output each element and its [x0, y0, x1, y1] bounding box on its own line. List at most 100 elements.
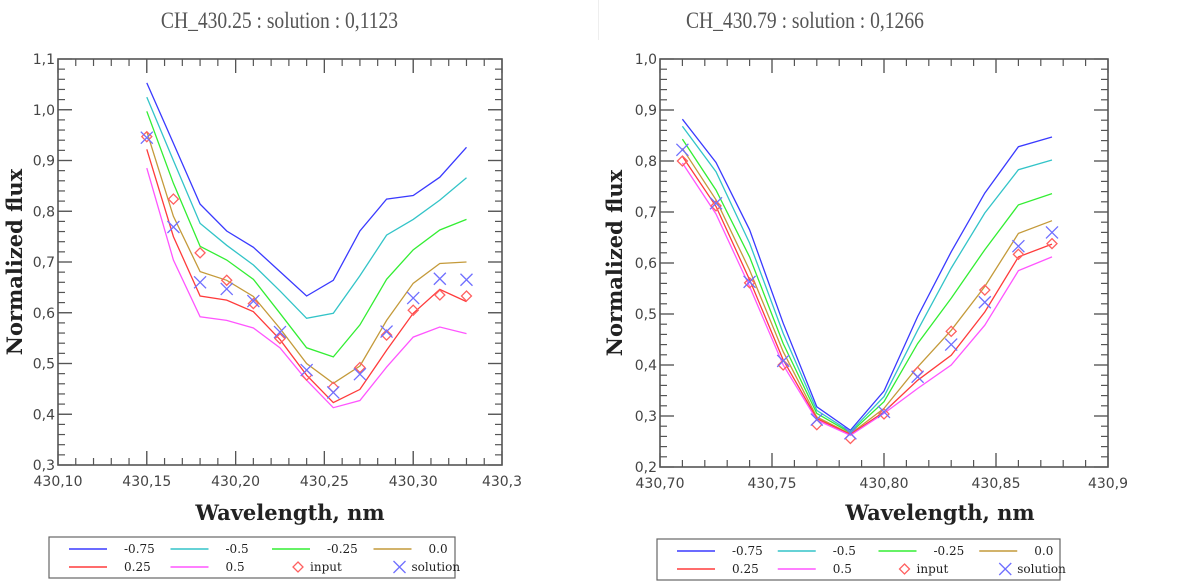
legend-diamond-icon — [898, 563, 911, 575]
legend-box — [656, 538, 1061, 581]
legend-item-0.5: 0.5 — [170, 560, 245, 574]
legend-label: solution — [412, 560, 461, 574]
input-point-diamond — [167, 193, 180, 205]
solution-point-cross — [220, 282, 234, 296]
legend-item-0.5: 0.5 — [777, 562, 852, 576]
solution-point-cross — [433, 272, 447, 286]
legend-item--0.25: -0.25 — [272, 542, 358, 556]
input-point-diamond — [247, 297, 260, 310]
solution-point-cross — [380, 325, 394, 338]
solution-point-cross — [675, 143, 689, 157]
legend-item--0.75: -0.75 — [69, 542, 155, 556]
x-tick-label: 430,80 — [860, 476, 909, 492]
x-tick-label: 430,70 — [636, 476, 685, 492]
series--0.75 — [681, 118, 1053, 432]
x-tick-label: 430,3 — [482, 474, 522, 490]
x-tick-label: 430,15 — [122, 474, 171, 490]
series--0.75 — [146, 82, 467, 297]
series-line — [146, 82, 467, 297]
legend-label: -0.25 — [327, 542, 358, 556]
legend-label: -0.75 — [124, 542, 155, 556]
x-tick-label: 430,9 — [1088, 476, 1128, 492]
input-point-diamond — [1012, 248, 1025, 261]
legend-label: -0.5 — [833, 544, 856, 558]
input-point-diamond — [676, 155, 689, 167]
series-line — [681, 147, 1053, 435]
solution-point-cross — [353, 367, 367, 381]
solution-point-cross — [326, 385, 340, 399]
y-tick-label: 1,1 — [33, 52, 55, 68]
series-line — [146, 96, 467, 320]
plot-frame — [57, 58, 503, 466]
solution-point-cross — [1045, 225, 1059, 239]
input-point-diamond — [878, 408, 890, 420]
legend-box — [48, 536, 456, 579]
legend-label: -0.25 — [934, 544, 965, 558]
series--0.25 — [146, 111, 467, 358]
legend-item--0.5: -0.5 — [777, 544, 856, 558]
series--0.25 — [681, 138, 1053, 434]
y-tick-label: 0,9 — [33, 154, 55, 170]
legend-label: 0.5 — [226, 560, 245, 574]
legend-label: input — [917, 562, 949, 576]
legend-item--0.25: -0.25 — [878, 544, 965, 558]
y-tick-label: 0,8 — [635, 154, 657, 170]
y-tick-label: 0,4 — [33, 407, 55, 423]
chart-right: 430,70 430,75 430,80 430,85 430,9 0,2 0,3 0,4 0,… — [602, 52, 1128, 581]
y-tick-label: 0,5 — [33, 357, 55, 373]
y-axis-title: Normalized flux — [602, 169, 627, 356]
legend-item--0.5: -0.5 — [170, 542, 249, 556]
y-axis-title: Normalized flux — [2, 168, 27, 355]
input-point-diamond — [220, 274, 233, 287]
legend: -0.75 -0.5 -0.25 0.0 0.25 0.5 input solution — [48, 536, 461, 579]
solution-point-cross — [877, 405, 891, 419]
series-solution — [140, 131, 473, 399]
legend-label: input — [310, 560, 342, 574]
input-point-diamond — [194, 246, 206, 259]
solution-point-cross — [193, 275, 207, 289]
input-point-diamond — [978, 284, 991, 296]
x-axis-title: Wavelength, nm — [194, 500, 384, 525]
y-tick-label: 0,6 — [33, 306, 55, 322]
series-line — [681, 156, 1053, 436]
input-point-diamond — [380, 329, 393, 341]
y-tick-label: 0,8 — [33, 204, 55, 220]
input-point-diamond — [777, 359, 790, 371]
legend-item-0.0: 0.0 — [373, 542, 448, 556]
legend-item-input: input — [292, 560, 342, 574]
legend-item-0.0: 0.0 — [979, 544, 1053, 558]
y-tick-label: 0,7 — [635, 205, 657, 221]
chart-title-left: CH_430.25 : solution : 0,1123 — [160, 8, 399, 33]
solution-point-cross — [743, 275, 757, 289]
solution-point-cross — [810, 413, 824, 427]
series-line — [146, 149, 467, 404]
series--0.5 — [146, 96, 467, 320]
x-tick-label: 430,85 — [972, 476, 1021, 492]
input-point-diamond — [945, 325, 958, 338]
series-input — [140, 130, 473, 394]
solution-point-cross — [166, 220, 180, 234]
legend-cross-icon — [998, 562, 1012, 576]
y-tick-label: 0,9 — [635, 103, 657, 119]
legend-item-0.25: 0.25 — [677, 562, 759, 576]
panel-divider — [598, 0, 599, 40]
solution-point-cross — [1011, 239, 1025, 253]
legend-label: 0.0 — [429, 542, 448, 556]
x-tick-label: 430,75 — [748, 476, 797, 492]
series-line — [681, 138, 1053, 434]
solution-point-cross — [460, 273, 473, 287]
legend-label: solution — [1017, 562, 1066, 576]
solution-point-cross — [273, 325, 287, 339]
series-line — [681, 162, 1053, 437]
y-tick-label: 0,5 — [635, 307, 657, 323]
y-tick-label: 0,3 — [33, 458, 55, 474]
series-solution — [675, 143, 1059, 440]
legend-diamond-icon — [292, 561, 304, 573]
legend-label: 0.25 — [732, 562, 759, 576]
legend-label: -0.5 — [226, 542, 249, 556]
legend-item-solution: solution — [393, 560, 461, 574]
solution-point-cross — [944, 338, 958, 352]
y-tick-label: 0,7 — [33, 255, 55, 271]
input-point-diamond — [274, 332, 286, 345]
